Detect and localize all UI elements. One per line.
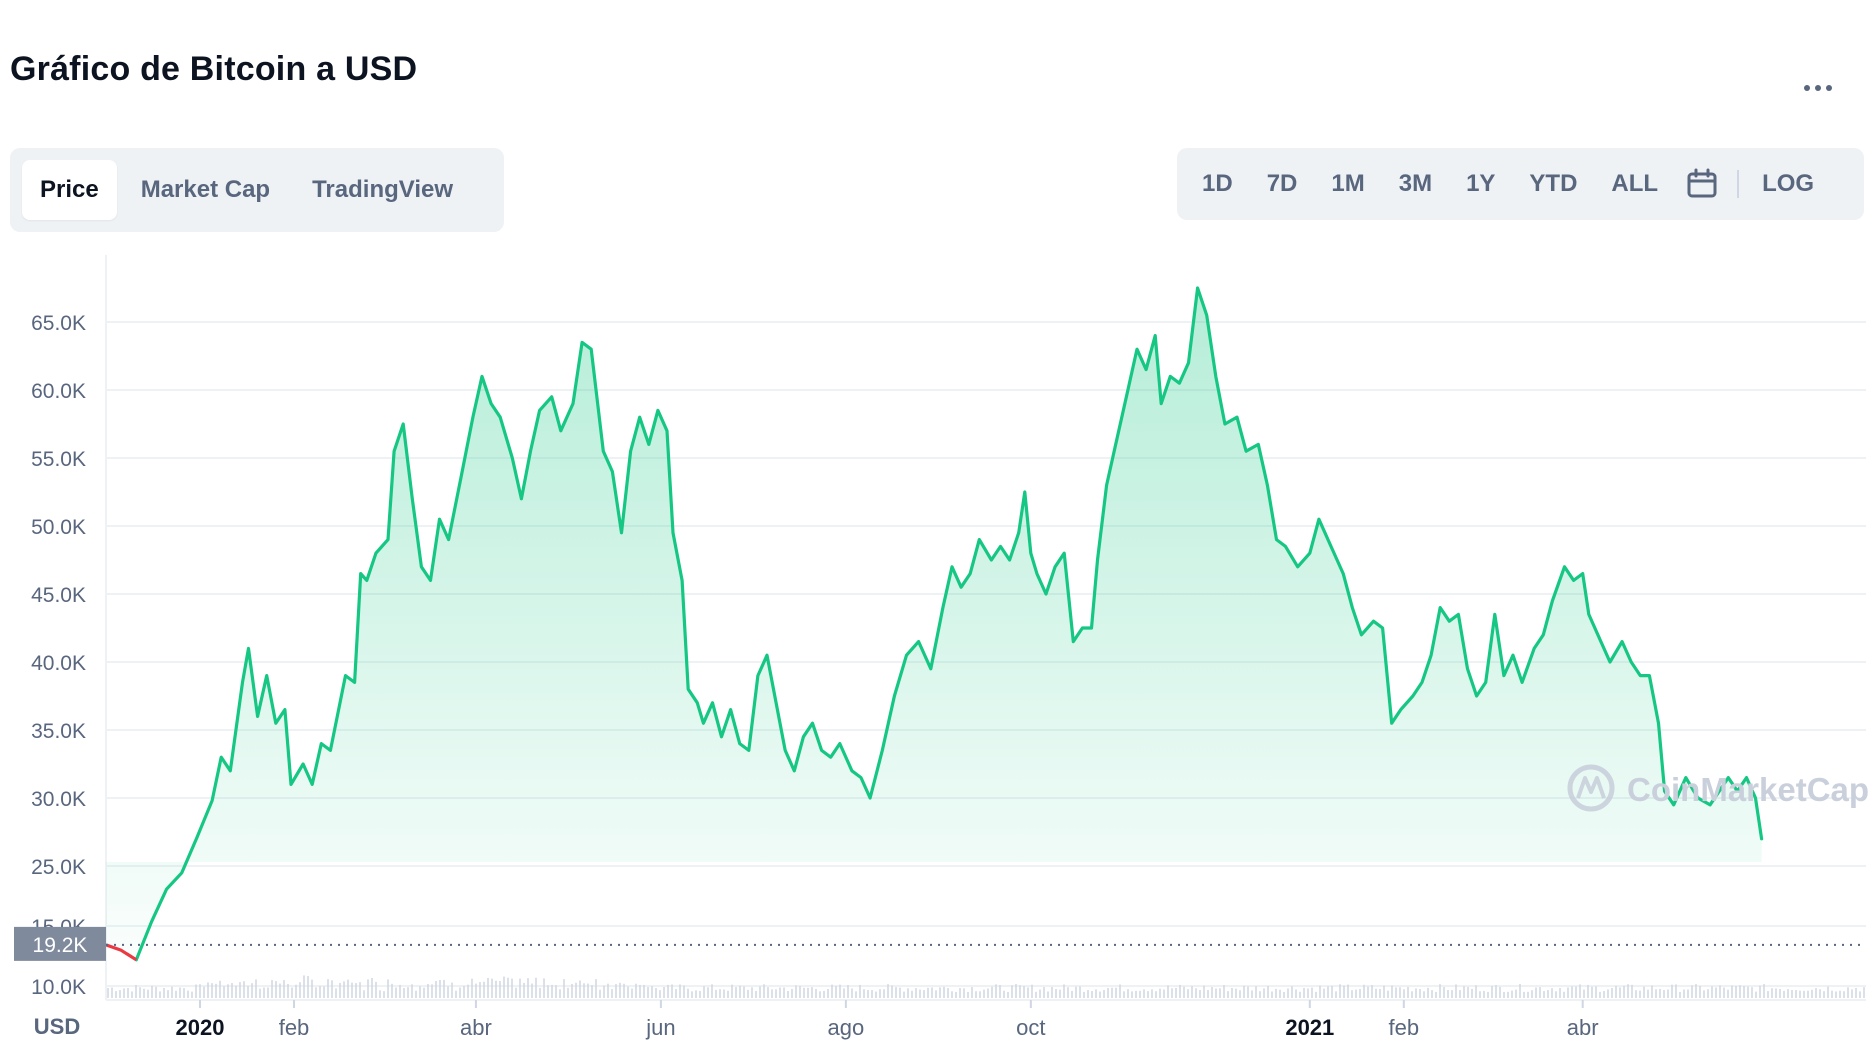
y-tick-label: 30.0K [31,788,86,811]
x-tick-label: oct [1016,1015,1045,1040]
x-axis: 2020 feb abr jun ago oct 2021 feb abr [176,1000,1599,1040]
y-tick-label: 60.0K [31,380,86,403]
x-tick-label: abr [1567,1015,1599,1040]
page-title: Gráfico de Bitcoin a USD [10,50,418,88]
watermark-text: CoinMarketCap [1627,771,1869,808]
range-7d[interactable]: 7D [1266,170,1298,197]
x-tick-label: feb [1389,1015,1420,1040]
chart-type-tabs: Price Market Cap TradingView [10,148,504,232]
range-1y[interactable]: 1Y [1466,170,1496,197]
price-line-below-reference [105,943,138,962]
range-1m[interactable]: 1M [1331,170,1365,197]
y-tick-label: 55.0K [31,448,86,471]
y-tick-label: 45.0K [31,584,86,607]
log-toggle[interactable]: LOG [1762,170,1815,197]
tab-tradingview[interactable]: TradingView [312,176,454,203]
x-tick-label: ago [828,1015,865,1040]
y-tick-label: 50.0K [31,516,86,539]
more-dot [1826,85,1832,91]
reference-price-tag: 19.2K [14,926,106,961]
volume-bars [107,975,1865,998]
coinmarketcap-logo-icon [1567,764,1615,812]
range-all[interactable]: ALL [1611,170,1659,197]
x-tick-label: feb [279,1015,310,1040]
tab-price[interactable]: Price [22,160,117,220]
y-tick-label: 25.0K [31,856,86,879]
y-tick-label: 35.0K [31,720,86,743]
x-tick-label: abr [460,1015,492,1040]
range-separator [1737,170,1740,198]
more-dot [1804,85,1810,91]
x-tick-label: jun [645,1015,675,1040]
reference-price-tag-bg [14,926,106,961]
time-range-selector: 1D 7D 1M 3M 1Y YTD ALL LOG [1177,148,1864,220]
range-1d[interactable]: 1D [1202,170,1233,197]
x-tick-label: 2020 [176,1015,225,1040]
y-tick-label: 40.0K [31,652,86,675]
price-line [134,286,1764,962]
x-tick-label: 2021 [1285,1015,1334,1040]
y-tick-label: 10.0K [31,976,86,999]
calendar-icon[interactable] [1685,167,1719,201]
y-tick-label: 65.0K [31,312,86,335]
reference-price-label: 19.2K [33,934,88,957]
tab-market-cap[interactable]: Market Cap [140,176,271,203]
currency-label: USD [34,1014,80,1039]
more-dot [1815,85,1821,91]
range-3m[interactable]: 3M [1398,170,1433,197]
range-ytd[interactable]: YTD [1529,170,1578,197]
y-axis: 65.0K 60.0K 55.0K 50.0K 45.0K 40.0K 35.0K 30.0K… [31,312,86,999]
more-horizontal-icon[interactable] [1800,78,1836,98]
price-area [106,288,1762,960]
